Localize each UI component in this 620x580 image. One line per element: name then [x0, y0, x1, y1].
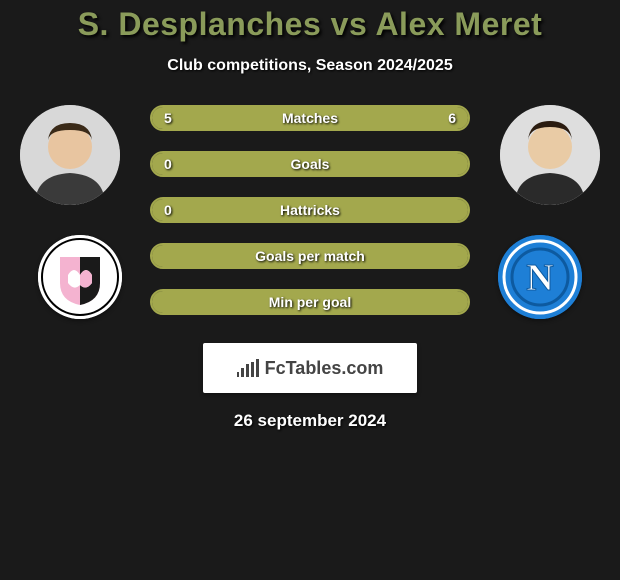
page-title: S. Desplanches vs Alex Meret — [10, 6, 610, 43]
site-watermark[interactable]: FcTables.com — [203, 343, 417, 393]
avatar-silhouette-icon — [20, 105, 120, 205]
footer-date: 26 september 2024 — [10, 411, 610, 431]
stat-row: 5 6 Matches — [150, 105, 470, 131]
bars-logo-icon — [237, 359, 259, 377]
stat-label: Hattricks — [280, 202, 340, 218]
stat-value-left: 0 — [164, 156, 172, 172]
comparison-body: N 5 6 Matches 0 Goals 0 Hattricks Goals per mat… — [10, 105, 610, 335]
stat-row: Goals per match — [150, 243, 470, 269]
stats-list: 5 6 Matches 0 Goals 0 Hattricks Goals per match… — [150, 105, 470, 335]
watermark-text: FcTables.com — [265, 358, 384, 379]
stat-value-left: 0 — [164, 202, 172, 218]
player-right-avatar — [500, 105, 600, 205]
player-left-avatar — [20, 105, 120, 205]
club-badge-icon: N — [498, 235, 582, 319]
stat-label: Goals per match — [255, 248, 365, 264]
stat-label: Matches — [282, 110, 338, 126]
avatar-silhouette-icon — [500, 105, 600, 205]
stat-row: Min per goal — [150, 289, 470, 315]
stat-row: 0 Hattricks — [150, 197, 470, 223]
page-subtitle: Club competitions, Season 2024/2025 — [10, 57, 610, 75]
stat-value-right: 6 — [448, 110, 456, 126]
player-left-club-badge — [38, 235, 122, 319]
player-right-club-badge: N — [498, 235, 582, 319]
svg-text:N: N — [526, 257, 553, 299]
stat-value-left: 5 — [164, 110, 172, 126]
stat-label: Goals — [291, 156, 330, 172]
stat-row: 0 Goals — [150, 151, 470, 177]
stat-bar-left — [152, 107, 294, 129]
comparison-card: S. Desplanches vs Alex Meret Club compet… — [0, 0, 620, 580]
club-badge-icon — [38, 235, 122, 319]
stat-label: Min per goal — [269, 294, 351, 310]
